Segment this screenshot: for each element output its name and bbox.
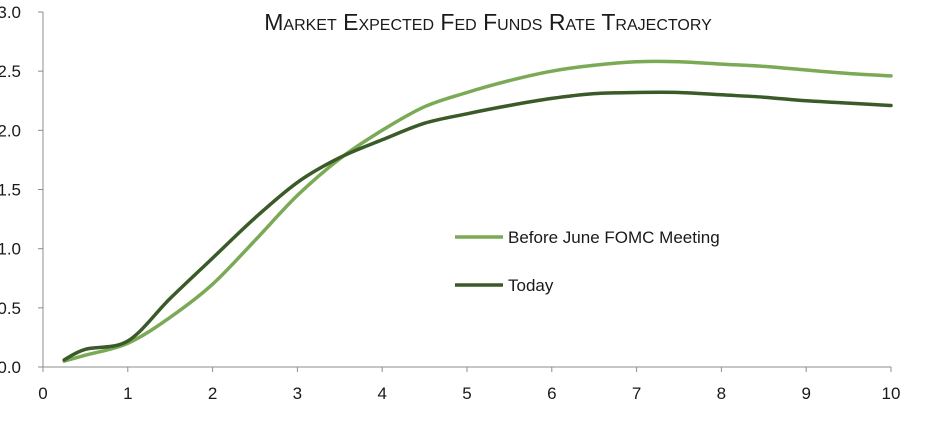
x-tick-label: 10 bbox=[882, 384, 901, 403]
x-tick-label: 9 bbox=[801, 384, 810, 403]
legend: Before June FOMC Meeting Today bbox=[455, 228, 720, 295]
x-tick-label: 7 bbox=[632, 384, 641, 403]
chart-title: Market Expected Fed Funds Rate Trajector… bbox=[264, 9, 712, 35]
x-tick-label: 5 bbox=[462, 384, 471, 403]
y-tick-label: 2.0 bbox=[0, 121, 21, 140]
y-tick-label: 1.5 bbox=[0, 181, 21, 200]
x-tick-label: 6 bbox=[547, 384, 556, 403]
y-tick-label: 0.5 bbox=[0, 299, 21, 318]
x-tick-label: 3 bbox=[293, 384, 302, 403]
x-tick-label: 0 bbox=[38, 384, 47, 403]
y-tick-label: 0.0 bbox=[0, 358, 21, 377]
x-tick-label: 8 bbox=[717, 384, 726, 403]
series-line-today bbox=[62, 90, 893, 362]
x-tick-label: 2 bbox=[208, 384, 217, 403]
legend-label: Today bbox=[508, 276, 554, 295]
x-axis: 0 1 2 3 4 5 6 7 8 9 10 bbox=[38, 366, 901, 403]
y-tick-label: 1.0 bbox=[0, 240, 21, 259]
series-line-before-june-fomc bbox=[62, 59, 893, 363]
y-tick-label: 2.5 bbox=[0, 62, 21, 81]
legend-label: Before June FOMC Meeting bbox=[508, 228, 720, 247]
y-tick-label: 3.0 bbox=[0, 3, 21, 22]
y-axis: 0.0 0.5 1.0 1.5 2.0 2.5 3.0 bbox=[0, 3, 44, 377]
x-tick-label: 1 bbox=[123, 384, 132, 403]
series-lines bbox=[62, 59, 893, 363]
x-tick-label: 4 bbox=[377, 384, 386, 403]
